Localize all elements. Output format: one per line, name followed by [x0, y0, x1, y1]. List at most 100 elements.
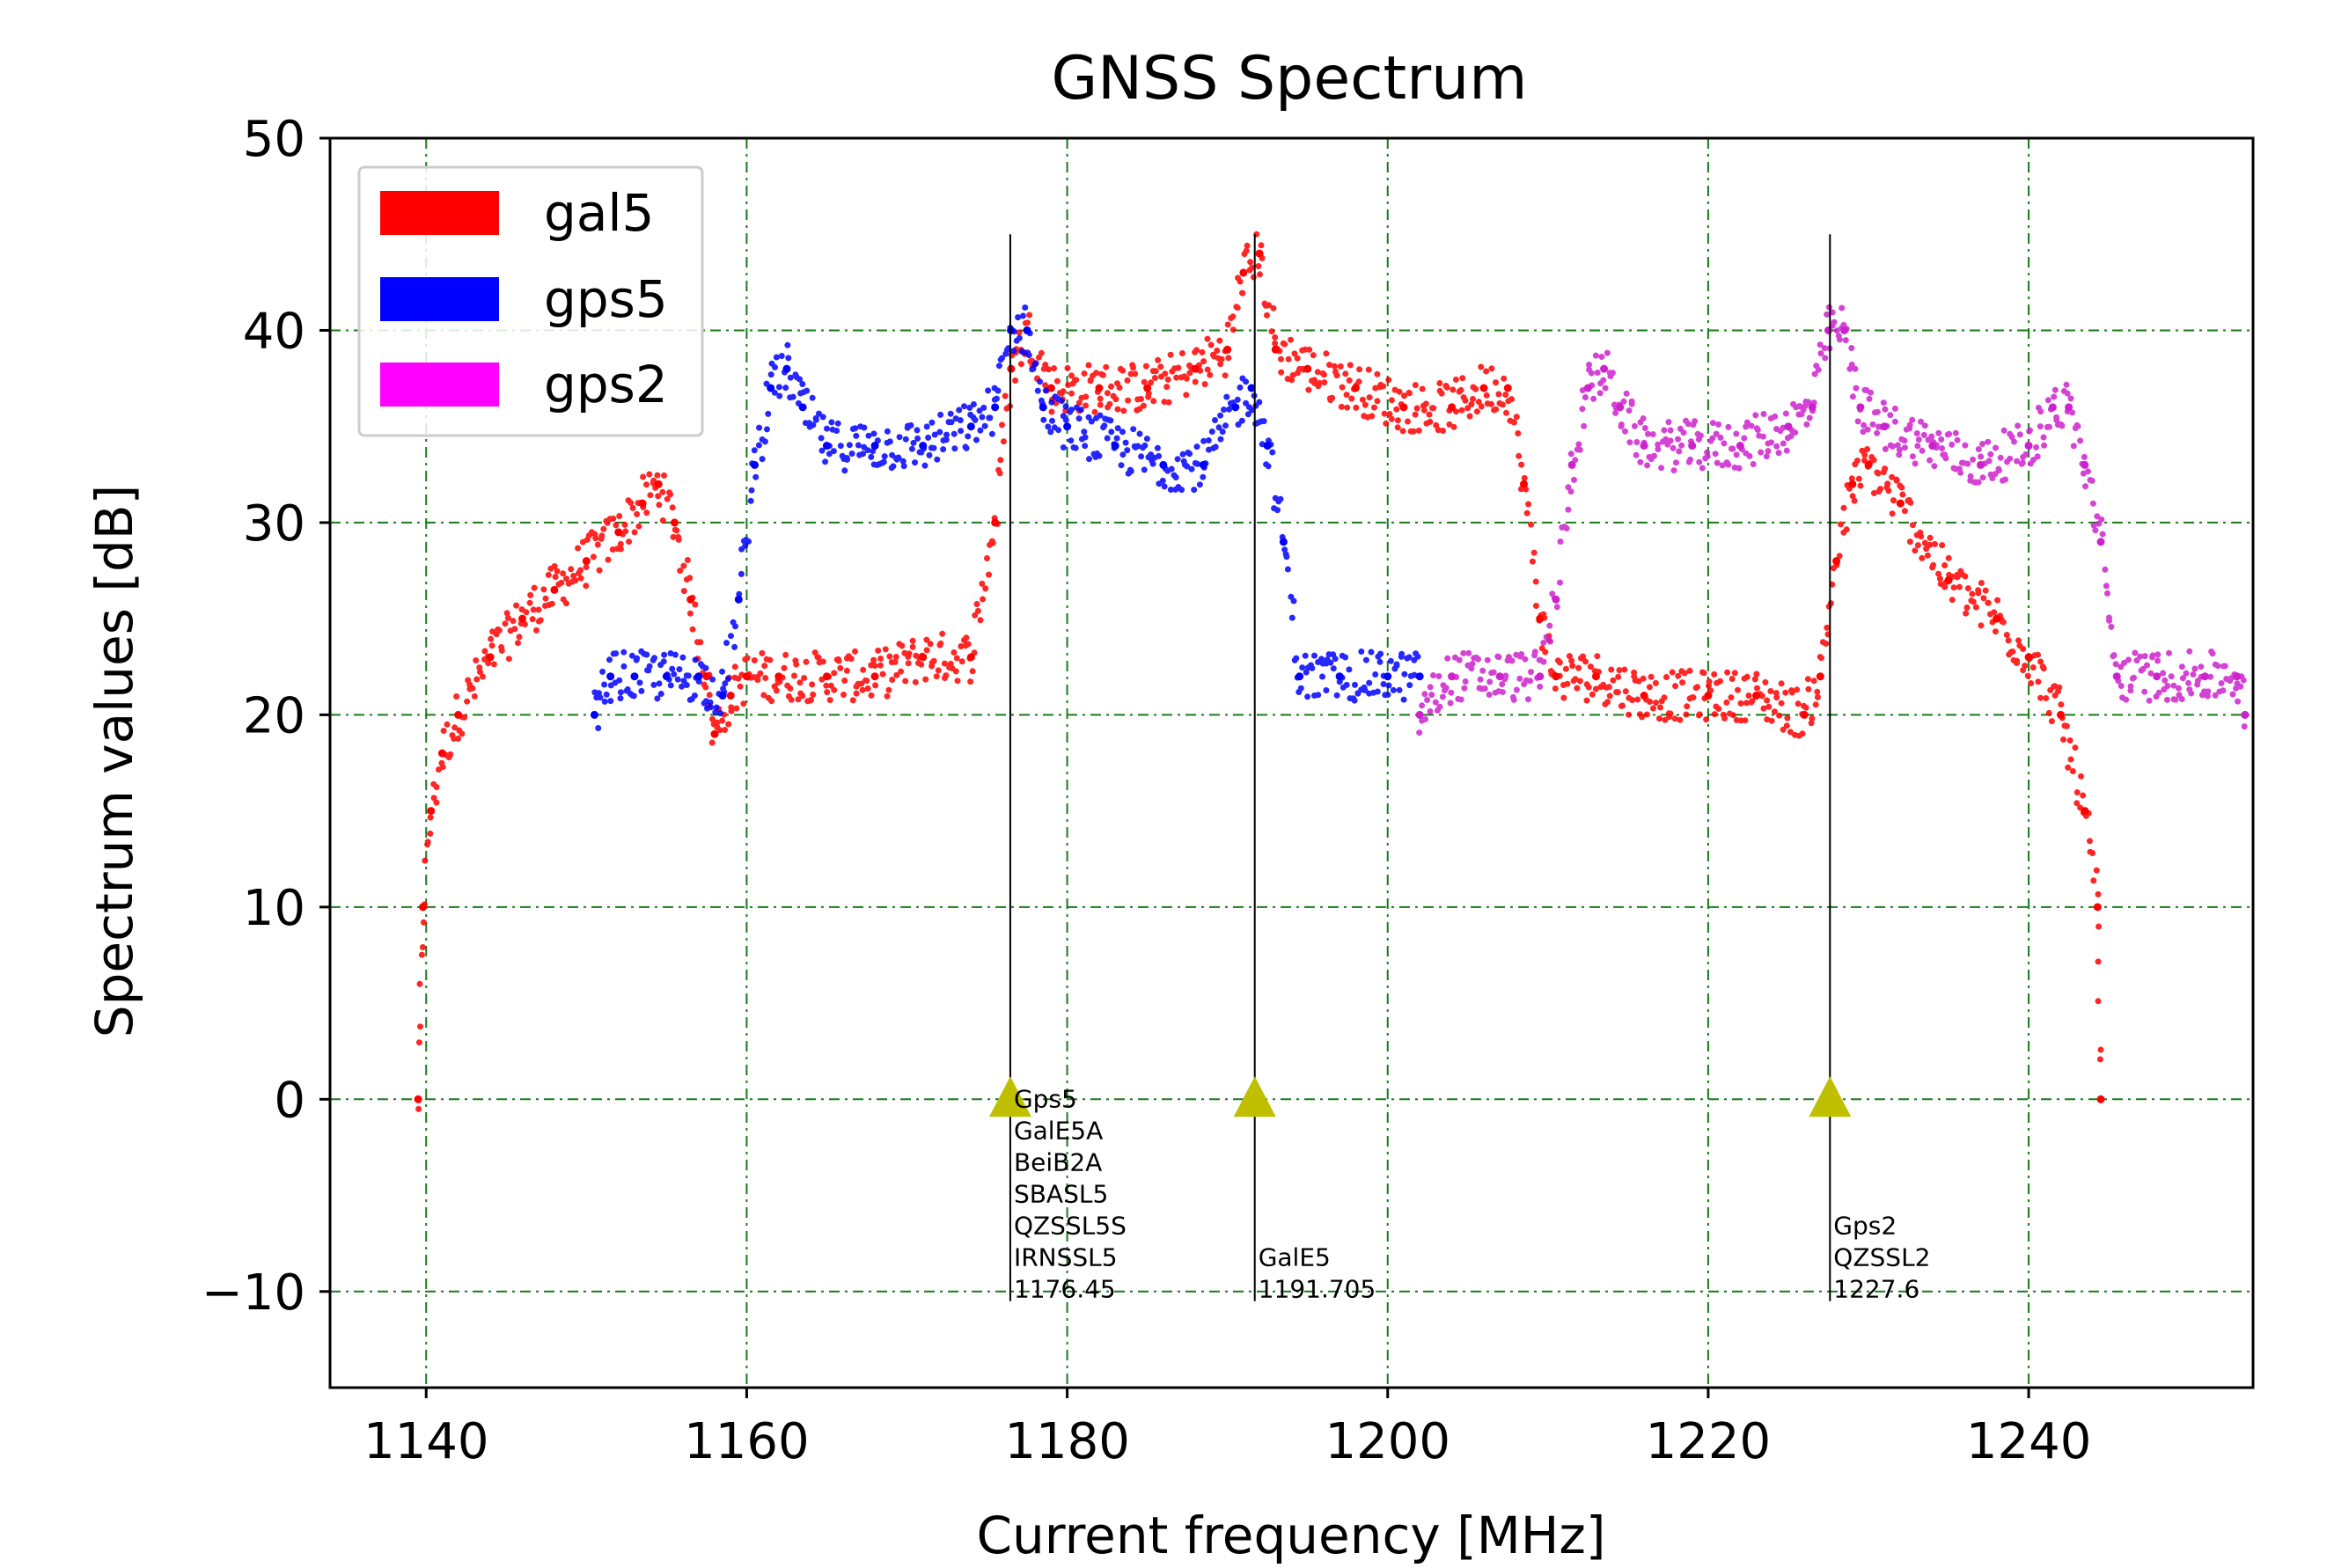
data-point: [2024, 442, 2033, 451]
data-point: [1832, 557, 1841, 566]
data-point: [822, 442, 831, 451]
data-point: [1023, 326, 1031, 334]
data-point: [1384, 672, 1392, 681]
data-point: [582, 557, 591, 566]
data-point: [1591, 672, 1600, 681]
y-axis-title: Spectrum values [dB]: [84, 485, 144, 1037]
series-gal5: [414, 231, 2105, 1112]
plot-frame: [328, 136, 2255, 1389]
data-point: [2096, 538, 2105, 546]
data-point: [734, 595, 743, 604]
data-point: [638, 499, 647, 508]
data-point: [662, 672, 671, 681]
legend-swatch-gps5: [380, 277, 499, 321]
data-point: [1640, 442, 1648, 451]
frequency-marker: GalE5 1191.705: [1233, 234, 1376, 1304]
data-point: [1896, 499, 1905, 508]
data-point: [614, 528, 623, 537]
data-point: [1303, 364, 1312, 373]
data-point: [1583, 384, 1592, 392]
data-point: [670, 518, 679, 527]
marker-triangle: [1809, 1076, 1852, 1117]
data-point: [518, 614, 526, 623]
data-point: [1993, 614, 2001, 623]
y-tick-label: 40: [243, 303, 305, 360]
data-point: [2048, 403, 2057, 412]
data-point: [2024, 653, 2033, 662]
marker-label-line: QZSSL2: [1833, 1243, 1930, 1272]
data-point: [694, 672, 703, 681]
data-point: [1199, 460, 1207, 469]
data-series: [414, 231, 2250, 1112]
data-point: [1928, 442, 1937, 451]
marker-label-line: 1227.6: [1833, 1275, 1919, 1304]
data-point: [1351, 384, 1360, 392]
data-point: [1736, 442, 1744, 451]
data-point: [1520, 480, 1529, 488]
data-point: [1944, 575, 1953, 584]
data-point: [686, 595, 695, 604]
data-point: [1448, 672, 1457, 681]
data-point: [798, 403, 807, 412]
data-point: [991, 403, 1000, 412]
data-point: [1840, 326, 1849, 334]
chart-title: GNSS Spectrum: [1051, 44, 1527, 114]
data-point: [550, 585, 559, 594]
data-point: [590, 710, 598, 719]
data-point: [1552, 595, 1560, 604]
data-point: [1688, 442, 1697, 451]
legend-label-gps2: gps2: [544, 355, 668, 414]
data-point: [1143, 384, 1152, 392]
data-point: [1263, 442, 1272, 451]
legend-swatch-gal5: [380, 191, 499, 235]
data-point: [966, 653, 975, 662]
data-point: [454, 710, 463, 719]
marker-label-line: BeiB2A: [1014, 1148, 1102, 1177]
data-point: [1479, 384, 1488, 392]
data-point: [2057, 710, 2065, 719]
data-point: [1536, 614, 1545, 623]
data-point: [991, 518, 1000, 527]
data-point: [1335, 672, 1344, 681]
data-point: [2241, 710, 2250, 719]
data-point: [870, 442, 879, 451]
data-point: [486, 653, 495, 662]
data-point: [726, 692, 735, 700]
data-point: [1159, 460, 1168, 469]
x-tick-label: 1240: [1966, 1413, 2092, 1470]
x-tick-label: 1140: [363, 1413, 489, 1470]
data-point: [654, 480, 663, 488]
y-tick-label: 20: [243, 687, 305, 744]
marker-label-line: SBASL5: [1014, 1180, 1108, 1209]
data-point: [782, 364, 791, 373]
legend: gal5 gps5 gps2: [357, 165, 704, 437]
data-point: [774, 672, 783, 681]
data-point: [1800, 710, 1809, 719]
x-tick-label: 1180: [1004, 1413, 1130, 1470]
data-point: [1784, 422, 1793, 431]
marker-triangle: [1233, 1076, 1276, 1117]
data-point: [767, 384, 775, 392]
marker-label-line: Gps2: [1833, 1212, 1897, 1241]
data-point: [1415, 672, 1424, 681]
data-point: [2112, 672, 2121, 681]
data-point: [437, 749, 446, 758]
data-point: [1415, 710, 1424, 719]
data-point: [630, 672, 639, 681]
data-point: [1567, 460, 1576, 469]
data-point: [1095, 384, 1104, 392]
data-point: [1816, 672, 1824, 681]
legend-swatch-gps2: [380, 363, 499, 407]
data-point: [1239, 268, 1248, 277]
y-tick-label: 0: [274, 1072, 305, 1129]
data-point: [1848, 480, 1857, 488]
marker-label-line: GalE5A: [1014, 1117, 1103, 1146]
data-point: [1191, 364, 1200, 373]
legend-label-gal5: gal5: [544, 183, 654, 243]
data-point: [1552, 672, 1560, 681]
legend-label-gps5: gps5: [544, 269, 668, 329]
